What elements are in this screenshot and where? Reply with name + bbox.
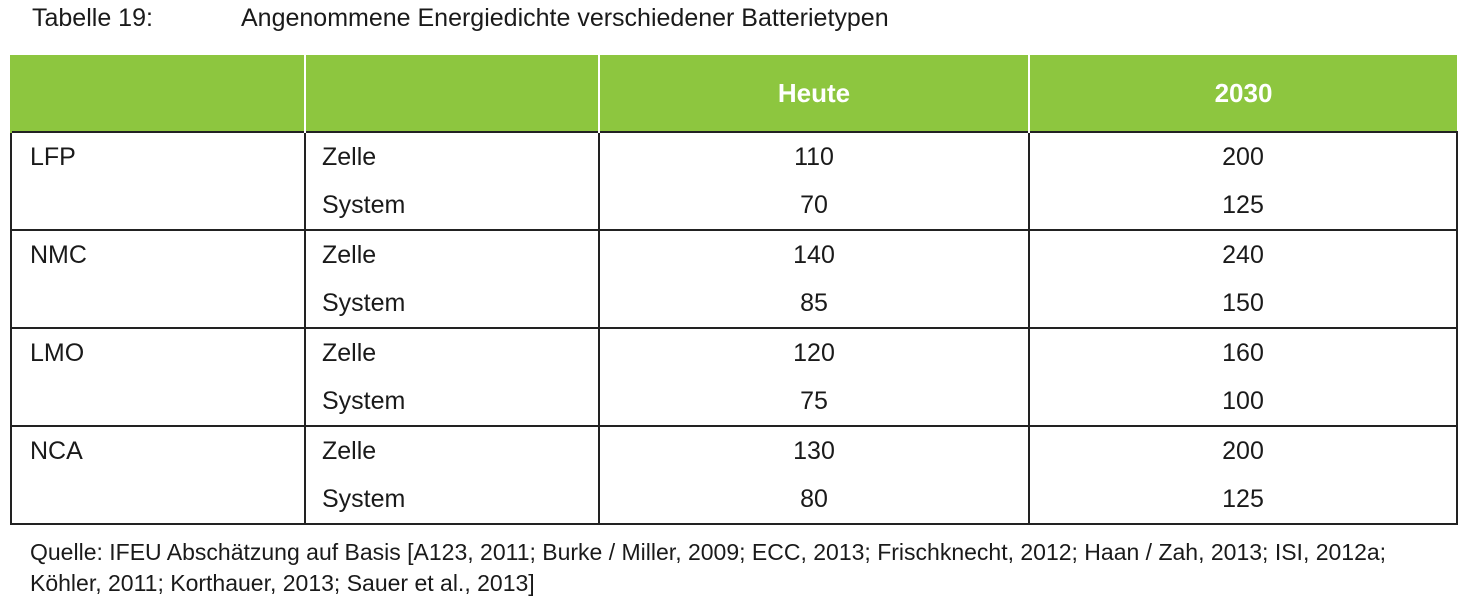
value-2030-cell: 150 [1028,279,1458,329]
level-cell: Zelle [304,131,600,181]
table-row: LFP Zelle 110 200 [10,131,1458,181]
value-2030-cell: 200 [1028,131,1458,181]
value-2030-cell: 100 [1028,377,1458,427]
table-row: System 85 150 [10,279,1458,329]
battery-type-cell-empty [10,377,306,427]
value-heute-cell: 80 [598,475,1030,525]
value-2030-cell: 125 [1028,475,1458,525]
value-heute-cell: 130 [598,425,1030,475]
header-cell-heute: Heute [598,55,1029,132]
value-heute-cell: 140 [598,229,1030,279]
value-heute-cell: 70 [598,181,1030,231]
value-2030-cell: 240 [1028,229,1458,279]
battery-type-cell: NCA [10,425,306,475]
level-cell: Zelle [304,327,600,377]
table-header-row: Heute 2030 [10,55,1457,132]
battery-type-cell: LFP [10,131,306,181]
source-line-1: Quelle: IFEU Abschätzung auf Basis [A123… [30,539,1387,565]
value-heute-cell: 110 [598,131,1030,181]
battery-type-cell: NMC [10,229,306,279]
value-heute-cell: 85 [598,279,1030,329]
table-row: System 75 100 [10,377,1458,427]
level-cell: Zelle [304,229,600,279]
level-cell: System [304,475,600,525]
source-line-2: Köhler, 2011; Korthauer, 2013; Sauer et … [30,570,535,596]
header-cell-2030: 2030 [1028,55,1457,132]
battery-type-cell-empty [10,475,306,525]
value-2030-cell: 200 [1028,425,1458,475]
source-note: Quelle: IFEU Abschätzung auf Basis [A123… [30,537,1450,599]
level-cell: System [304,279,600,329]
header-cell-type [10,55,305,132]
value-heute-cell: 120 [598,327,1030,377]
table-row: NCA Zelle 130 200 [10,425,1458,475]
level-cell: System [304,377,600,427]
battery-type-cell: LMO [10,327,306,377]
table-row: NMC Zelle 140 240 [10,229,1458,279]
table-row: System 80 125 [10,475,1458,525]
table-row: System 70 125 [10,181,1458,231]
value-2030-cell: 125 [1028,181,1458,231]
table-row: LMO Zelle 120 160 [10,327,1458,377]
table-number: Tabelle 19: [32,4,153,32]
level-cell: System [304,181,600,231]
energy-density-table: Heute 2030 LFP Zelle 110 200 System 70 1… [10,55,1458,525]
value-heute-cell: 75 [598,377,1030,427]
value-2030-cell: 160 [1028,327,1458,377]
table-title: Angenommene Energiedichte verschiedener … [241,4,889,32]
battery-type-cell-empty [10,279,306,329]
header-cell-level [304,55,599,132]
battery-type-cell-empty [10,181,306,231]
level-cell: Zelle [304,425,600,475]
